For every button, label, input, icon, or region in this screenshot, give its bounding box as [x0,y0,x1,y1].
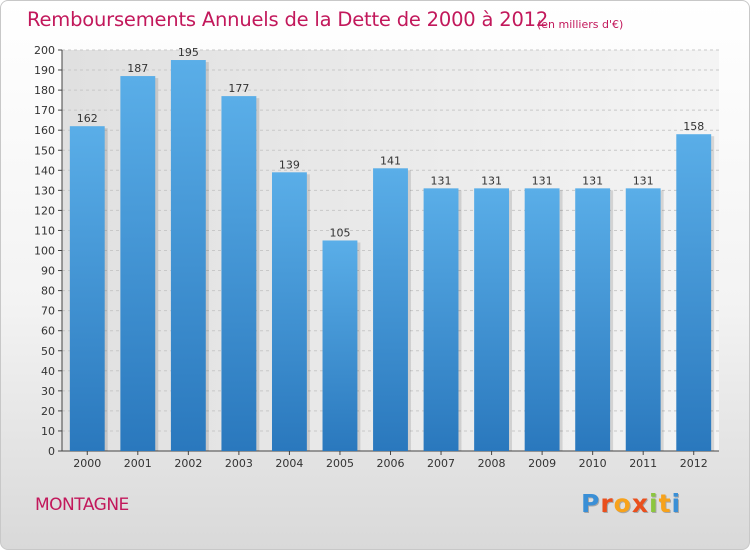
bar [474,188,510,451]
data-label: 187 [127,62,148,75]
y-tick-label: 40 [41,365,55,378]
data-label: 139 [279,158,300,171]
proxiti-logo[interactable]: Proxiti [581,489,682,518]
x-tick-label: 2012 [680,457,708,470]
bar [170,60,206,452]
y-tick-label: 0 [48,445,55,458]
x-tick-label: 2004 [275,457,303,470]
data-label: 195 [178,46,199,59]
location-label: MONTAGNE [35,495,129,515]
bar [575,188,611,451]
y-tick-label: 10 [41,425,55,438]
x-tick-label: 2003 [225,457,253,470]
chart-subtitle: (en milliers d'€) [537,18,624,31]
bar [625,188,661,451]
data-label: 158 [683,120,704,133]
y-tick-label: 60 [41,325,55,338]
data-label: 162 [77,112,98,125]
chart-title: Remboursements Annuels de la Dette de 20… [27,8,549,31]
bar [120,76,156,451]
data-label: 131 [431,174,452,187]
data-label: 141 [380,154,401,167]
bar [69,126,105,451]
data-label: 177 [228,82,249,95]
data-label: 131 [532,174,553,187]
y-tick-label: 190 [34,64,55,77]
bar [271,172,307,451]
bar [322,240,358,451]
y-tick-label: 180 [34,84,55,97]
y-tick-label: 120 [34,204,55,217]
y-tick-label: 70 [41,305,55,318]
y-tick-label: 80 [41,285,55,298]
x-tick-label: 2002 [174,457,202,470]
x-tick-label: 2001 [124,457,152,470]
bar [524,188,560,451]
y-tick-label: 200 [34,44,55,57]
y-tick-label: 20 [41,405,55,418]
y-tick-label: 150 [34,144,55,157]
x-tick-label: 2007 [427,457,455,470]
x-tick-label: 2005 [326,457,354,470]
x-tick-label: 2008 [478,457,506,470]
x-tick-label: 2011 [629,457,657,470]
y-tick-label: 130 [34,184,55,197]
x-tick-label: 2000 [73,457,101,470]
data-label: 131 [582,174,603,187]
y-tick-label: 100 [34,245,55,258]
bar [221,96,257,452]
y-tick-label: 110 [34,224,55,237]
y-tick-label: 30 [41,385,55,398]
bar [423,188,459,451]
y-tick-label: 170 [34,104,55,117]
y-tick-label: 50 [41,345,55,358]
y-tick-label: 90 [41,265,55,278]
x-tick-label: 2006 [377,457,405,470]
bar [676,134,712,451]
y-tick-label: 160 [34,124,55,137]
bar [373,168,408,452]
data-label: 105 [329,226,350,239]
data-label: 131 [633,174,654,187]
y-tick-label: 140 [34,164,55,177]
x-tick-label: 2010 [579,457,607,470]
x-tick-label: 2009 [528,457,556,470]
data-label: 131 [481,174,502,187]
